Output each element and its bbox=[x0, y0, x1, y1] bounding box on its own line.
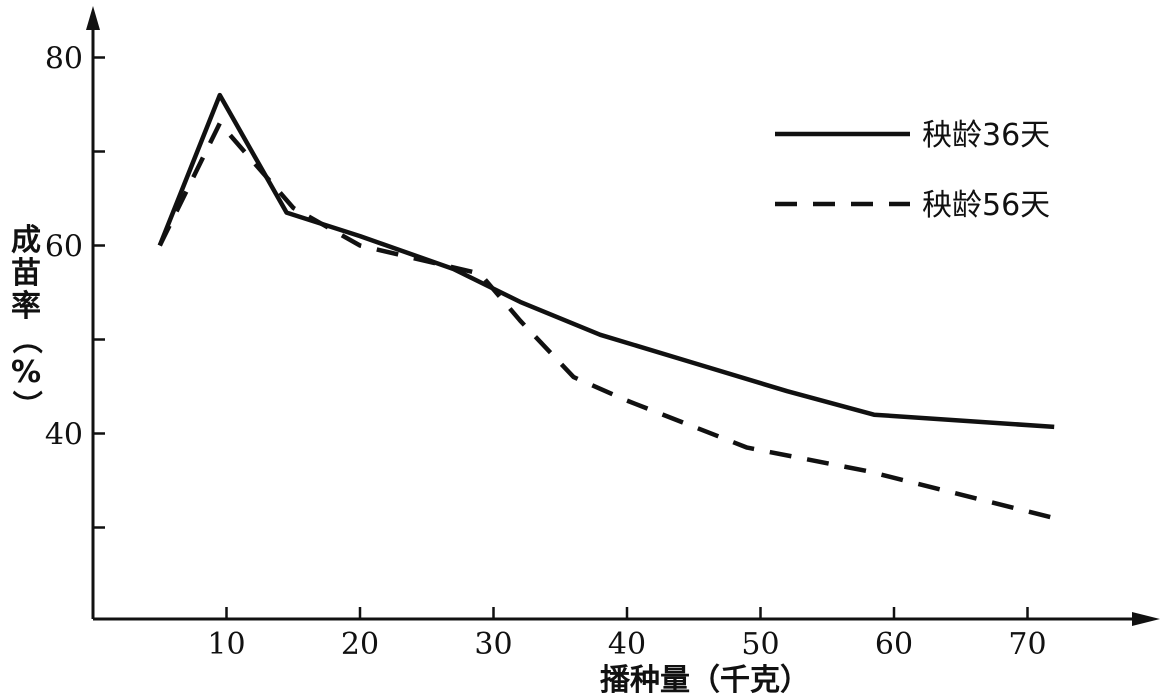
y-tick-label-60: 60 bbox=[45, 230, 83, 265]
x-tick-label-40: 40 bbox=[608, 627, 646, 662]
y-axis-title-char: 成 bbox=[11, 223, 41, 258]
series-layer bbox=[157, 92, 1055, 521]
y-axis-arrow bbox=[86, 6, 100, 30]
x-axis-arrow bbox=[1132, 612, 1160, 626]
y-tick-label-80: 80 bbox=[45, 42, 83, 77]
y-axis-ticks: 40 60 80 bbox=[45, 42, 105, 529]
y-axis-title-char: ） bbox=[8, 390, 43, 420]
y-axis-title: 成苗率（%） bbox=[8, 223, 43, 420]
y-tick-label-40: 40 bbox=[45, 418, 83, 453]
series-line-seedling-age-56 bbox=[157, 121, 1055, 521]
series-line-seedling-age-36 bbox=[157, 92, 1055, 430]
x-tick-label-10: 10 bbox=[207, 627, 245, 662]
y-axis-title-char: 苗 bbox=[11, 256, 41, 291]
x-axis-ticks: 10 20 30 40 50 60 70 bbox=[207, 607, 1047, 662]
y-axis-title-char: 率 bbox=[11, 289, 41, 324]
x-tick-label-50: 50 bbox=[741, 627, 779, 662]
y-axis-title-char: （ bbox=[8, 324, 43, 354]
y-axis-title-char: % bbox=[11, 355, 41, 390]
x-tick-label-30: 30 bbox=[474, 627, 512, 662]
x-tick-label-60: 60 bbox=[875, 627, 913, 662]
legend-label-0: 秧龄36天 bbox=[922, 118, 1050, 153]
x-tick-label-20: 20 bbox=[341, 627, 379, 662]
legend-label-1: 秧龄56天 bbox=[922, 188, 1050, 223]
axes bbox=[86, 6, 1160, 626]
x-axis-title: 播种量（千克） bbox=[600, 663, 810, 698]
x-tick-label-70: 70 bbox=[1008, 627, 1046, 662]
